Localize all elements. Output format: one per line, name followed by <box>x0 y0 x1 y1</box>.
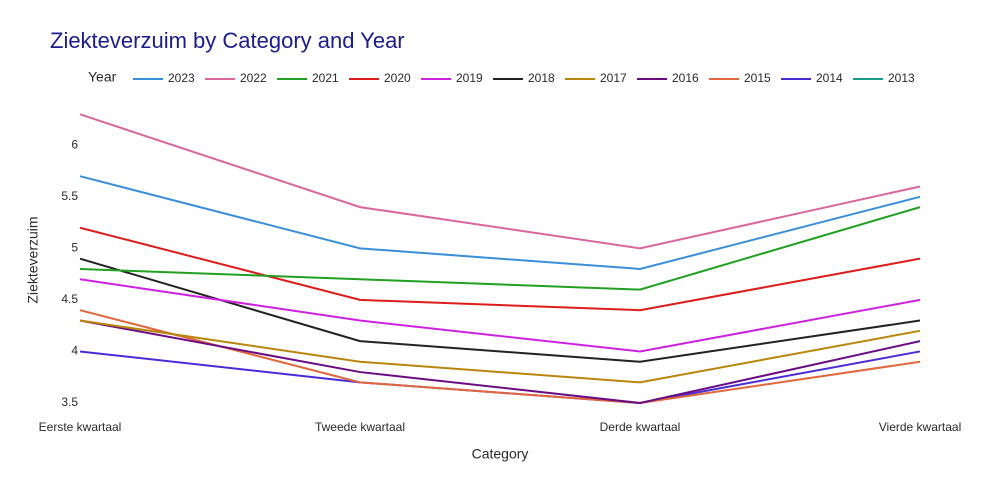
y-tick-label: 6 <box>71 137 78 151</box>
y-tick-label: 3.5 <box>61 395 78 409</box>
legend-label: 2015 <box>744 71 771 85</box>
y-tick-label: 4.5 <box>61 292 78 306</box>
legend-label: 2018 <box>528 71 555 85</box>
x-axis-label: Category <box>472 446 529 462</box>
line-series <box>79 175 921 270</box>
line-series <box>79 309 921 405</box>
legend-label: 2019 <box>456 71 483 85</box>
x-tick-label: Eerste kwartaal <box>39 420 122 434</box>
legend-title: Year <box>88 69 117 85</box>
legend-label: 2022 <box>240 71 267 85</box>
legend-label: 2020 <box>384 71 411 85</box>
x-tick-label: Tweede kwartaal <box>315 420 405 434</box>
line-series <box>79 206 921 291</box>
y-tick-label: 4 <box>71 344 78 358</box>
line-series <box>79 319 921 405</box>
x-tick-label: Derde kwartaal <box>600 420 681 434</box>
line-series <box>79 113 921 250</box>
y-tick-label: 5 <box>71 241 78 255</box>
legend-label: 2023 <box>168 71 195 85</box>
legend-label: 2013 <box>888 71 915 85</box>
line-series <box>79 350 921 405</box>
chart-title: Ziekteverzuim by Category and Year <box>50 28 405 53</box>
legend-label: 2014 <box>816 71 843 85</box>
legend-label: 2017 <box>600 71 627 85</box>
line-series <box>79 278 921 353</box>
x-tick-label: Vierde kwartaal <box>879 420 962 434</box>
legend-label: 2021 <box>312 71 339 85</box>
line-series <box>79 226 921 312</box>
y-axis-label: Ziekteverzuim <box>25 216 41 303</box>
y-tick-label: 5.5 <box>61 189 78 203</box>
line-series <box>79 319 921 384</box>
legend-label: 2016 <box>672 71 699 85</box>
